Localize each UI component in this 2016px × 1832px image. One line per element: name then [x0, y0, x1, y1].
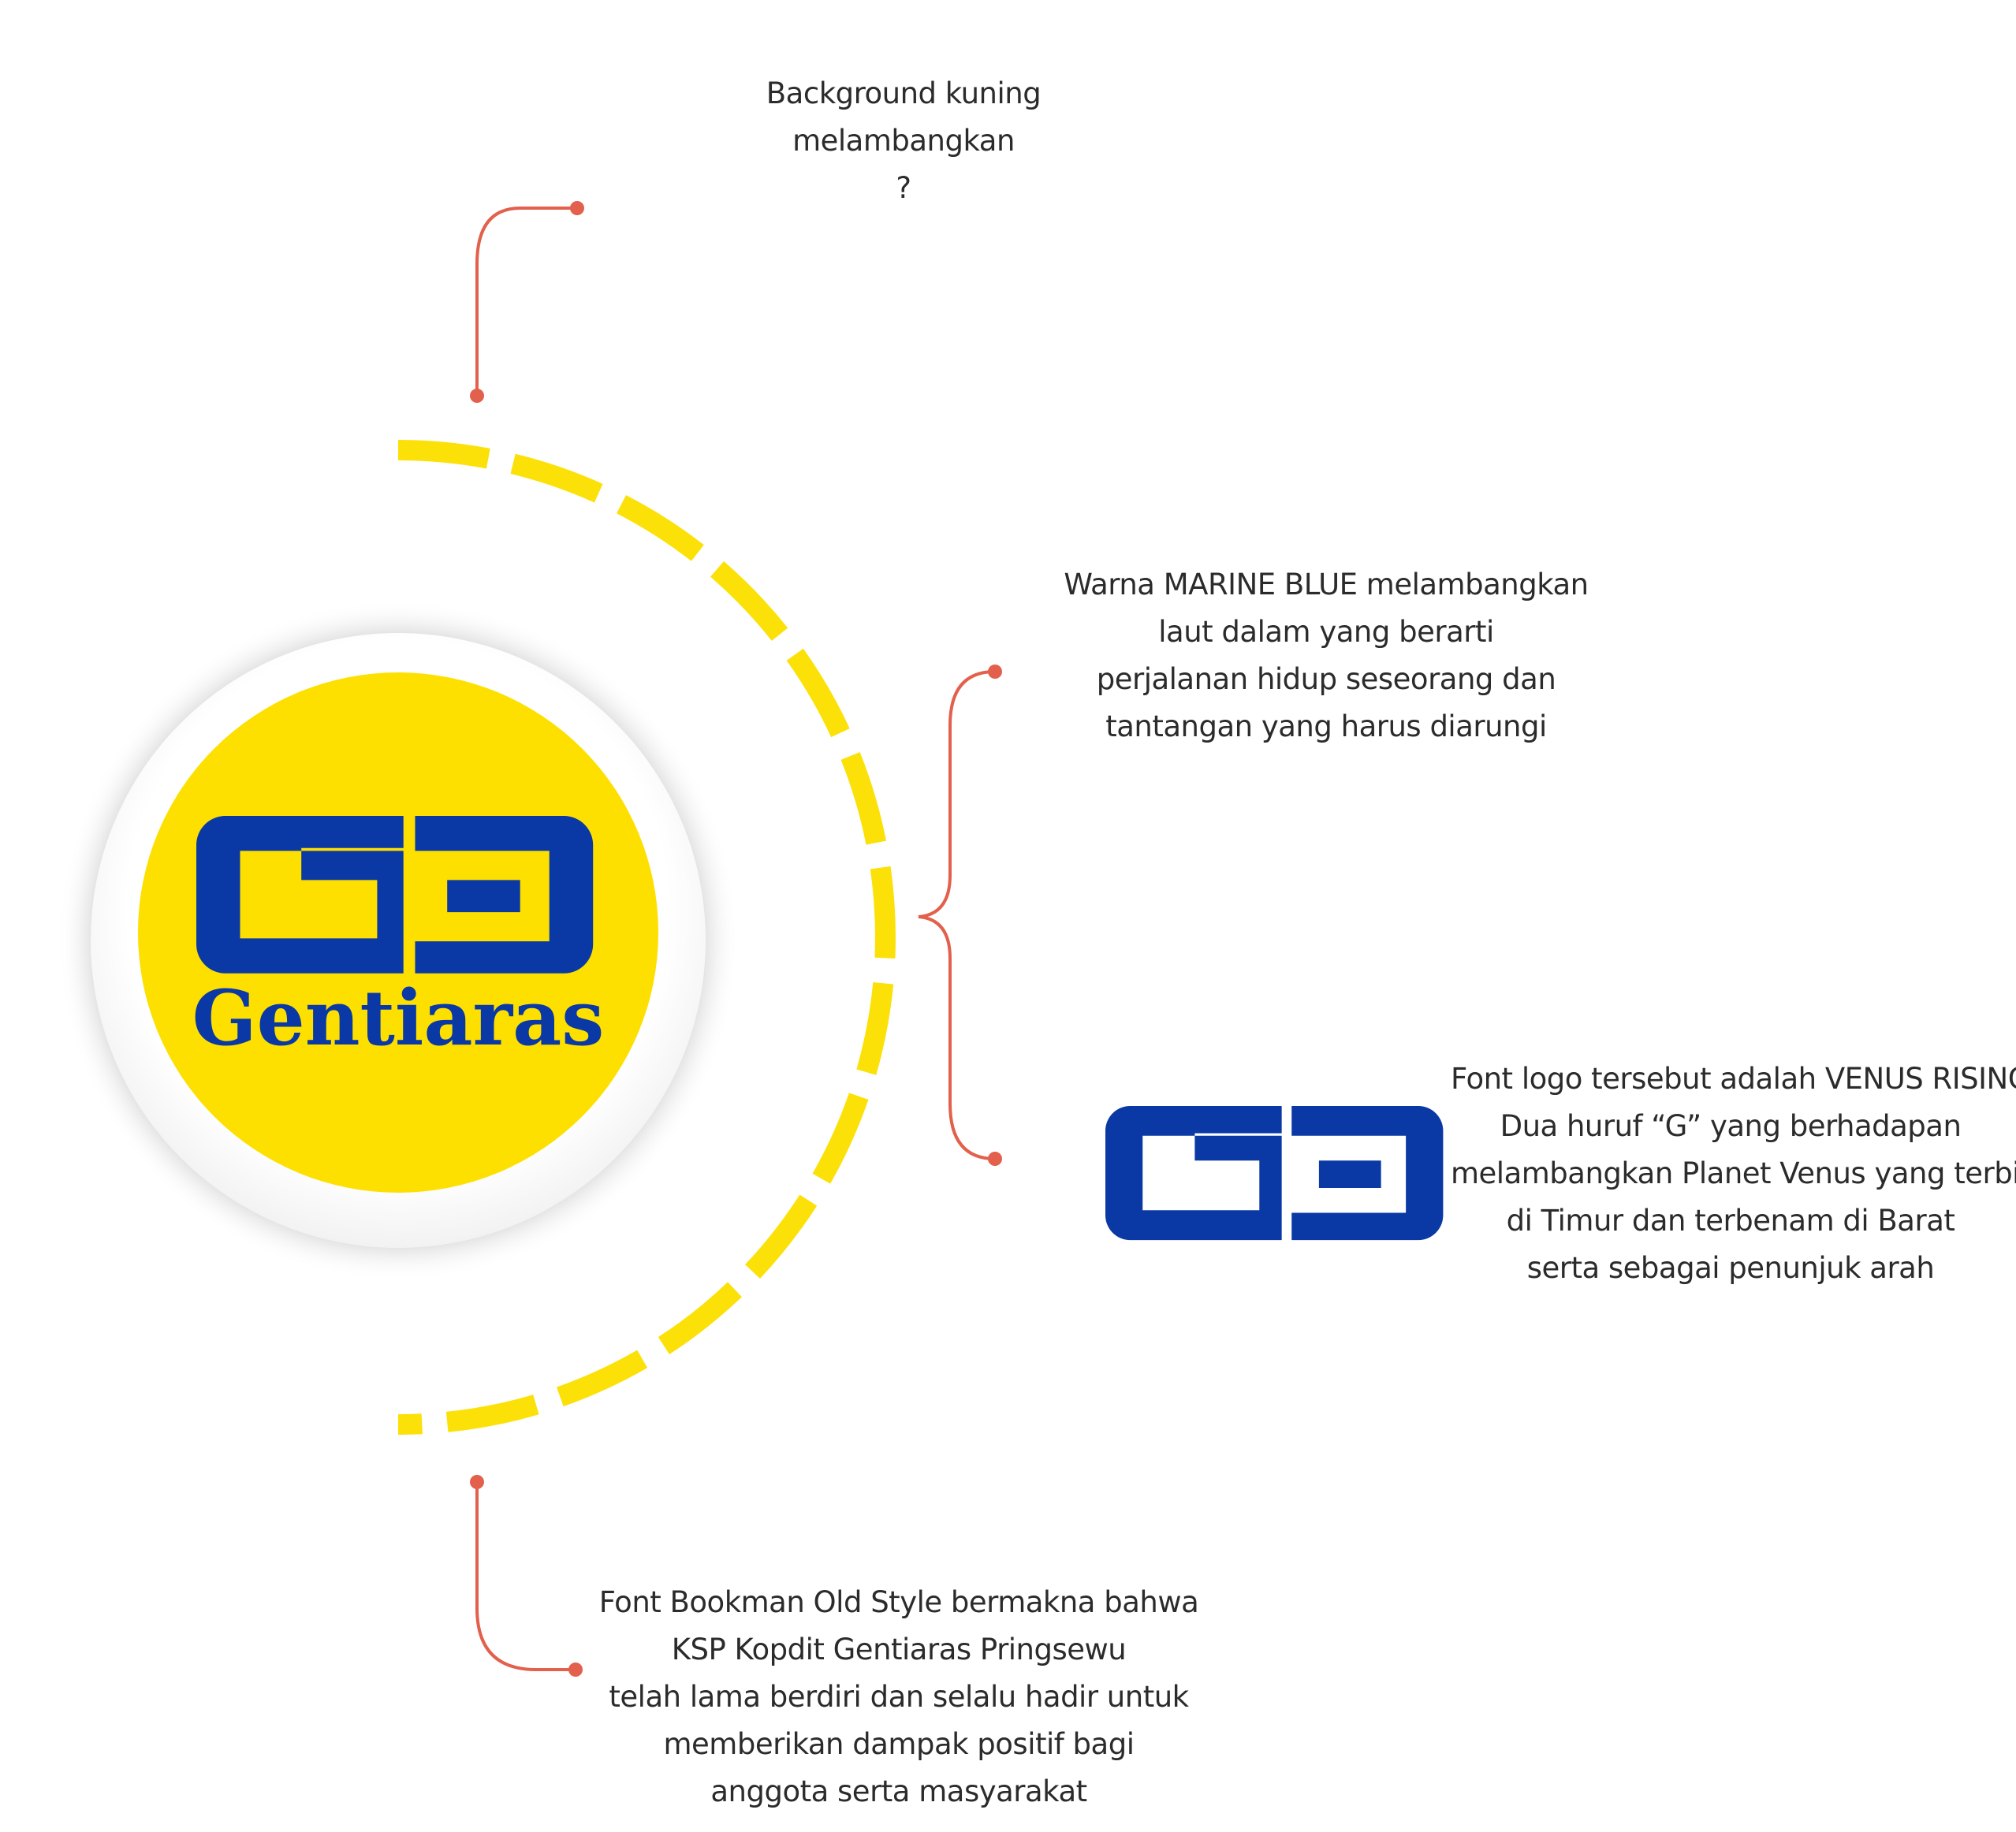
standalone-gg-monogram: [1105, 1106, 1444, 1241]
connector-dot: [470, 1475, 484, 1489]
note-background-meaning: Background kuning melambangkan ?: [667, 70, 1140, 212]
note-line: tantangan yang harus diarungi: [1105, 709, 1547, 743]
note-line: Font logo tersebut adalah VENUS RISING.: [1451, 1062, 2016, 1096]
note-line: Warna MARINE BLUE melambangkan: [1064, 568, 1589, 601]
connector-dot: [470, 389, 484, 403]
note-line: perjalanan hidup seseorang dan: [1096, 662, 1556, 696]
note-color-meaning: Warna MARINE BLUE melambangkan laut dala…: [1011, 561, 1641, 750]
note-line: melambangkan Planet Venus yang terbit: [1451, 1156, 2016, 1190]
note-line: serta sebagai penunjuk arah: [1526, 1251, 1935, 1285]
badge-gg-monogram: [196, 816, 594, 974]
note-line: Font Bookman Old Style bermakna bahwa: [598, 1585, 1199, 1619]
connector-dot: [988, 665, 1002, 679]
note-line: Dua huruf “G” yang berhadapan: [1500, 1109, 1962, 1143]
note-line: KSP Kopdit Gentiaras Pringsewu: [671, 1633, 1127, 1666]
dashed-yellow-arc: [397, 440, 896, 1435]
connector-dot: [988, 1152, 1002, 1166]
connector-dot: [568, 1663, 583, 1677]
connector-dot: [570, 201, 584, 215]
note-line: anggota serta masyarakat: [710, 1774, 1087, 1808]
note-line: ?: [896, 171, 911, 205]
note-line: Background kuning: [766, 76, 1042, 110]
note-line: di Timur dan terbenam di Barat: [1506, 1204, 1955, 1238]
note-logo-font-meaning: Font logo tersebut adalah VENUS RISING. …: [1451, 1056, 2016, 1292]
connector-brace: [918, 665, 1002, 1166]
note-line: memberikan dampak positif bagi: [663, 1727, 1135, 1761]
note-line: telah lama berdiri dan selalu hadir untu…: [609, 1680, 1189, 1714]
brand-wordmark: Gentiaras: [192, 974, 605, 1063]
note-text-font-meaning: Font Bookman Old Style bermakna bahwa KS…: [583, 1579, 1214, 1815]
note-line: melambangkan: [792, 124, 1015, 158]
note-line: laut dalam yang berarti: [1158, 615, 1494, 649]
connector-font-text: [470, 1475, 583, 1677]
connector-background: [470, 201, 584, 403]
